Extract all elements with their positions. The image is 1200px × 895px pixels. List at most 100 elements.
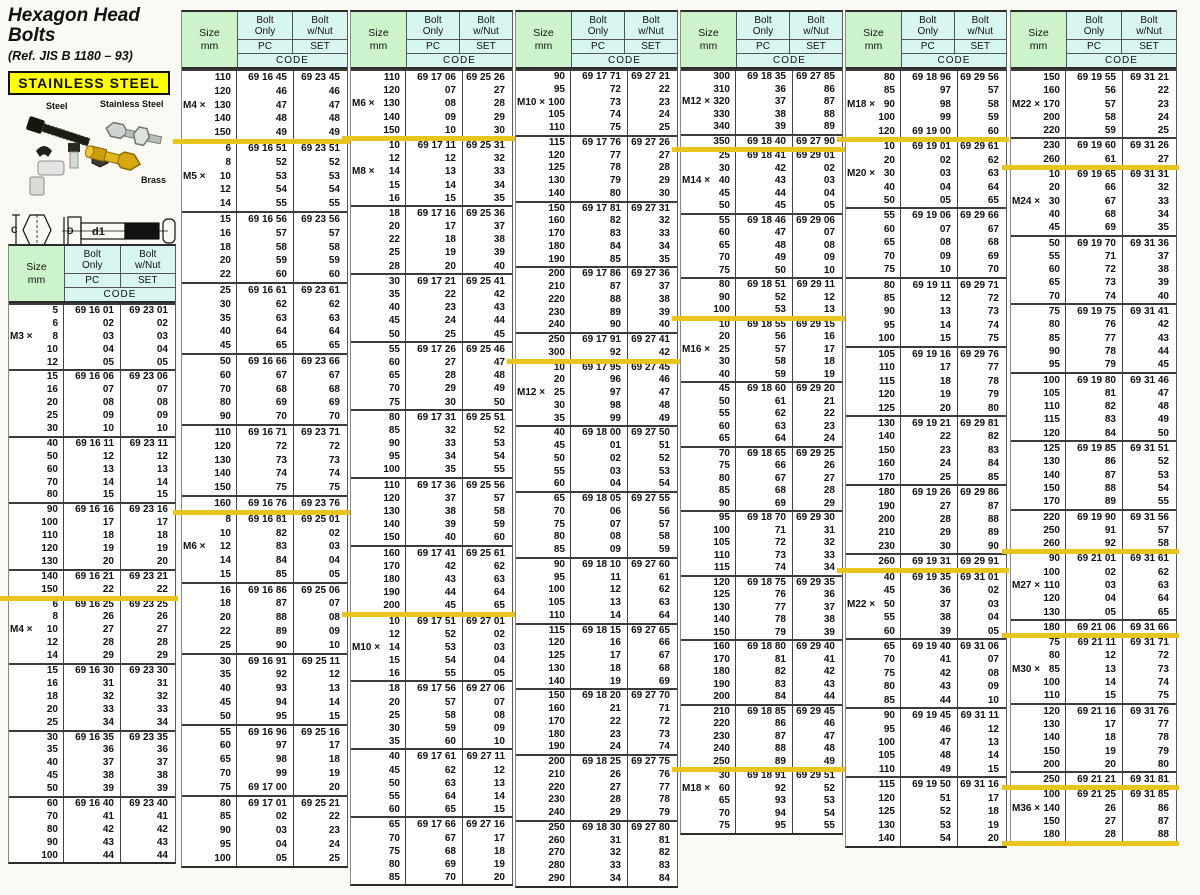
pc-code-cell: 69: [1066, 221, 1123, 235]
table-row: 150 22 22: [9, 583, 175, 597]
table-row: 230 87 47: [681, 730, 842, 743]
size-cell: 50: [681, 200, 736, 213]
size-cell: 120: [846, 791, 901, 806]
size-value: 25: [46, 410, 58, 422]
set-code-cell: 23: [823, 420, 835, 432]
set-code-cell: 23: [328, 825, 340, 837]
size-cell: 65: [182, 753, 237, 768]
set-code-cell: 20: [493, 872, 505, 884]
pc-code-cell: 17: [901, 361, 958, 375]
size-value: 8: [225, 513, 231, 525]
table-row: 22 18 38: [351, 233, 512, 247]
size-value: 120: [1043, 593, 1060, 605]
thread-size-label: M6 ×: [183, 541, 206, 553]
size-cell: 70: [9, 476, 64, 490]
size-value: 20: [718, 331, 730, 342]
size-cell: 45: [182, 339, 237, 353]
size-value: 180: [1043, 829, 1060, 841]
pc-code-cell: 03: [237, 824, 294, 839]
table-row: 250 69 17 91 69 27 41: [516, 334, 677, 347]
pc-code-cell: 38: [64, 770, 121, 784]
pc-code-cell: 92: [736, 782, 793, 795]
size-cell: 22: [182, 268, 237, 282]
size-cell: 15: [182, 212, 237, 227]
set-code-cell: 15: [987, 763, 999, 775]
size-cell: 85: [1011, 331, 1066, 345]
table-row: 8 26 26: [9, 611, 175, 625]
thread-size-label: M22 ×: [847, 598, 876, 610]
table-row: 230 28 78: [516, 794, 677, 807]
pc-code-cell: 14: [901, 318, 958, 333]
size-value: 16: [219, 227, 231, 239]
pc-code-cell: 27: [1066, 815, 1123, 829]
pc-code-cell: 06: [571, 505, 628, 519]
table-row: 270 32 82: [516, 847, 677, 860]
size-value: 125: [713, 589, 730, 600]
row-group: 30 69 16 35 69 23 35 35 36 36 40 37 37 45 38 38 50 39…: [9, 729, 175, 796]
pc-code-cell: 69 17 76: [571, 136, 628, 150]
size-cell: 90: [681, 291, 736, 304]
pc-code-cell: 64: [736, 433, 793, 446]
size-value: 50: [46, 450, 58, 462]
size-value: 16: [388, 668, 400, 680]
table-row: 60 65 15: [351, 803, 512, 817]
size-cell: 16: [182, 226, 237, 241]
set-code-cell: 69 31 41: [1130, 306, 1169, 318]
pc-code-cell: 69 18 30: [571, 821, 628, 835]
size-value: 90: [883, 306, 895, 318]
set-code-cell: 12: [987, 723, 999, 735]
size-value: 40: [718, 175, 730, 186]
size-header: Size mm: [182, 12, 237, 67]
size-value: 210: [548, 281, 565, 292]
set-code-cell: 07: [156, 384, 168, 396]
table-row: 110 69 16 45 69 23 45: [182, 71, 347, 85]
pc-code-cell: 92: [571, 346, 628, 360]
row-group: 15 69 16 06 69 23 06 16 07 07 20 08 08 25 09 09 30 10…: [9, 369, 175, 436]
set-code-cell: 64: [1157, 593, 1169, 605]
pc-code-cell: 09: [901, 249, 958, 264]
size-cell: 85: [846, 693, 901, 708]
pc-code-cell: 66: [1066, 181, 1123, 195]
table-row: 330 38 88: [681, 108, 842, 121]
pc-code-cell: 39: [406, 518, 463, 532]
table-row: 80 69 19 11 69 29 71: [846, 278, 1006, 292]
table-row: 85 32 52: [351, 423, 512, 438]
size-cell: 200: [846, 513, 901, 527]
table-row: 25 34 34: [9, 716, 175, 730]
set-code-cell: 02: [156, 317, 168, 329]
size-value: 20: [388, 696, 400, 708]
row-group: 55 69 16 96 69 25 16 60 97 17 65 98 18 70 99 19 75 69…: [182, 723, 347, 795]
size-cell: 130: [681, 601, 736, 614]
size-value: 30: [46, 731, 58, 743]
set-code-cell: 73: [1157, 663, 1169, 675]
size-value: 120: [41, 543, 58, 555]
table-row: 6 69 16 25 69 23 25: [9, 598, 175, 612]
table-row: 260 61 27: [1011, 152, 1176, 167]
table-row: 15 85 05: [182, 567, 347, 582]
size-cell: 250: [1011, 773, 1066, 787]
size-value: 6: [225, 142, 231, 154]
size-cell: M5 × 10: [182, 169, 237, 184]
size-cell: 16: [351, 667, 406, 681]
pc-code-cell: 17: [64, 517, 121, 531]
row-group: 10 69 17 95 69 27 45 20 96 46 M12 × 25 97 47 30 98 4…: [516, 359, 677, 426]
set-code-cell: 69 31 71: [1130, 637, 1169, 649]
table-row: M22 × 50 37 03: [846, 597, 1006, 612]
size-cell: 230: [681, 730, 736, 743]
set-code-cell: 69 27 31: [631, 202, 670, 214]
pc-code-cell: 43: [736, 175, 793, 188]
table-row: 12 28 28: [9, 637, 175, 651]
pc-code-cell: 70: [406, 871, 463, 885]
row-group: 210 69 18 85 69 29 45 220 86 46 230 87 47 240 88 48…: [672, 703, 845, 772]
table-row: 16 55 05: [351, 667, 512, 681]
size-value: 100: [1043, 789, 1060, 801]
set-code-cell: 15: [493, 804, 505, 816]
size-cell: 10: [351, 614, 406, 628]
size-cell: 100: [516, 584, 571, 597]
size-cell: M4 × 10: [9, 624, 64, 638]
size-value: 230: [878, 540, 895, 552]
pc-code-cell: 82: [571, 215, 628, 228]
size-value: 115: [878, 779, 895, 791]
row-group: 10 69 17 11 69 25 31 12 12 32 M8 × 14 13 33 15 14 34…: [351, 136, 512, 205]
set-code-cell: 42: [493, 289, 505, 300]
